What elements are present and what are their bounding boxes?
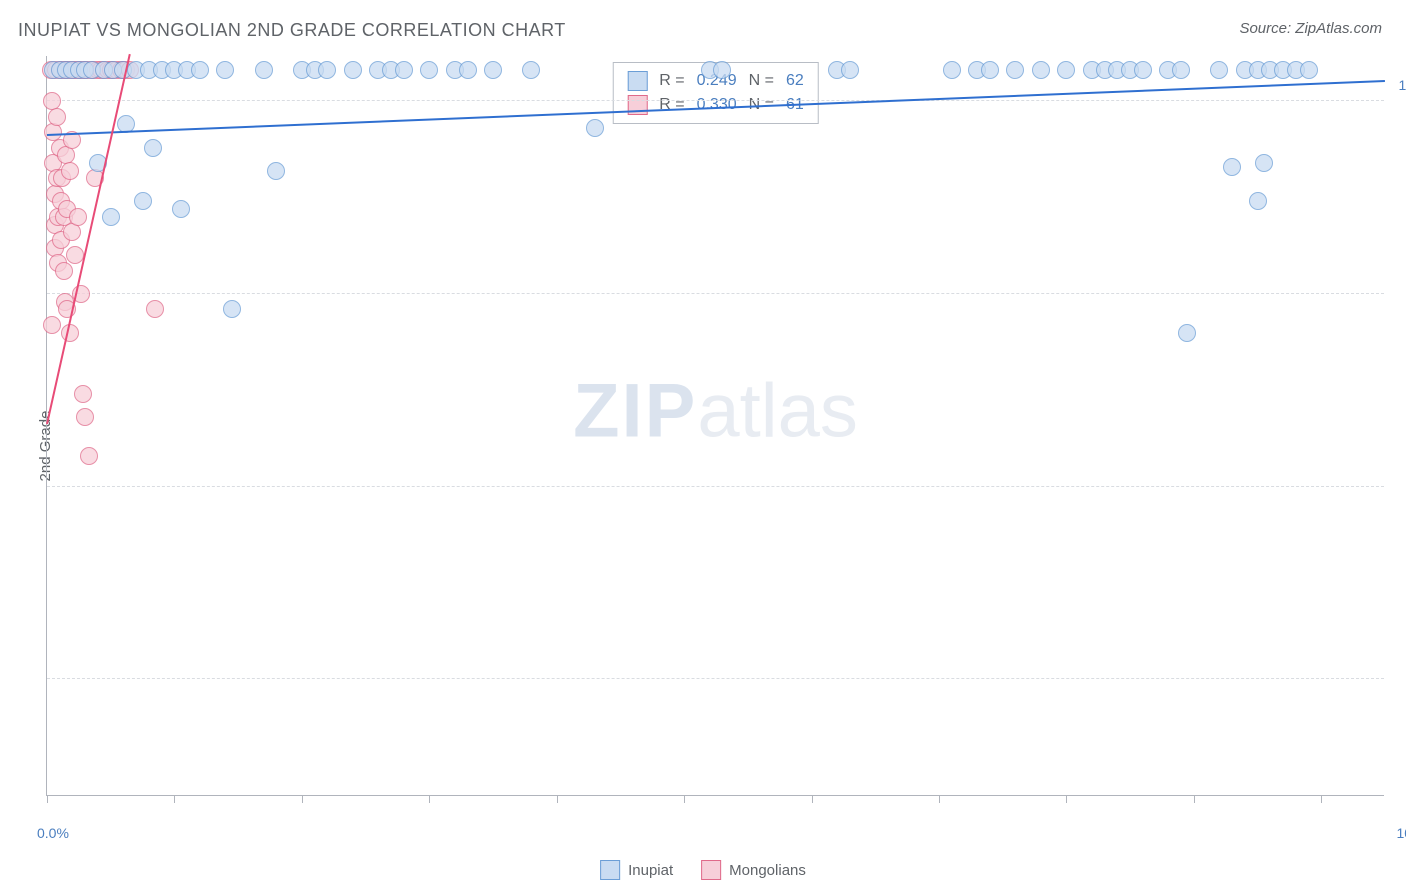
data-point: [76, 408, 94, 426]
r-label: R =: [659, 96, 684, 114]
data-point: [981, 61, 999, 79]
x-tick: [429, 795, 430, 803]
gridline: [47, 678, 1384, 679]
data-point: [223, 300, 241, 318]
data-point: [267, 162, 285, 180]
data-point: [55, 262, 73, 280]
data-point: [395, 61, 413, 79]
watermark: ZIPatlas: [573, 367, 858, 454]
data-point: [1134, 61, 1152, 79]
series-swatch: [627, 71, 647, 91]
data-point: [255, 61, 273, 79]
x-max-label: 100.0%: [1397, 825, 1406, 841]
data-point: [1178, 324, 1196, 342]
data-point: [522, 61, 540, 79]
data-point: [420, 61, 438, 79]
data-point: [1255, 154, 1273, 172]
r-value: 0.330: [697, 96, 737, 114]
n-value: 62: [786, 72, 804, 90]
x-tick: [174, 795, 175, 803]
x-tick: [939, 795, 940, 803]
legend-swatch: [701, 860, 721, 880]
data-point: [943, 61, 961, 79]
legend-label: Inupiat: [628, 862, 673, 879]
data-point: [61, 162, 79, 180]
data-point: [586, 119, 604, 137]
x-tick: [684, 795, 685, 803]
x-tick: [1194, 795, 1195, 803]
legend-item: Inupiat: [600, 860, 673, 880]
data-point: [102, 208, 120, 226]
legend-item: Mongolians: [701, 860, 806, 880]
x-tick: [1066, 795, 1067, 803]
data-point: [1172, 61, 1190, 79]
n-label: N =: [749, 72, 774, 90]
legend-swatch: [600, 860, 620, 880]
source-attribution: Source: ZipAtlas.com: [1239, 20, 1382, 37]
data-point: [459, 61, 477, 79]
data-point: [216, 61, 234, 79]
x-tick: [557, 795, 558, 803]
data-point: [841, 61, 859, 79]
data-point: [344, 61, 362, 79]
gridline: [47, 100, 1384, 101]
data-point: [318, 61, 336, 79]
gridline: [47, 486, 1384, 487]
data-point: [43, 316, 61, 334]
data-point: [63, 223, 81, 241]
x-tick: [47, 795, 48, 803]
x-tick: [302, 795, 303, 803]
data-point: [1223, 158, 1241, 176]
data-point: [713, 61, 731, 79]
chart-title: INUPIAT VS MONGOLIAN 2ND GRADE CORRELATI…: [18, 20, 566, 41]
r-label: R =: [659, 72, 684, 90]
legend: Inupiat Mongolians: [600, 860, 806, 880]
data-point: [484, 61, 502, 79]
data-point: [191, 61, 209, 79]
data-point: [1210, 61, 1228, 79]
x-tick: [812, 795, 813, 803]
data-point: [69, 208, 87, 226]
x-min-label: 0.0%: [37, 825, 69, 841]
data-point: [1057, 61, 1075, 79]
data-point: [144, 139, 162, 157]
y-tick-label: 100.0%: [1399, 77, 1406, 93]
data-point: [1006, 61, 1024, 79]
legend-label: Mongolians: [729, 862, 806, 879]
x-tick: [1321, 795, 1322, 803]
data-point: [74, 385, 92, 403]
data-point: [1032, 61, 1050, 79]
data-point: [80, 447, 98, 465]
scatter-plot-area: ZIPatlas R =0.249N =62R =0.330N =61 92.5…: [46, 56, 1384, 796]
data-point: [1300, 61, 1318, 79]
gridline: [47, 293, 1384, 294]
data-point: [48, 108, 66, 126]
data-point: [1249, 192, 1267, 210]
data-point: [172, 200, 190, 218]
data-point: [146, 300, 164, 318]
data-point: [134, 192, 152, 210]
data-point: [61, 324, 79, 342]
